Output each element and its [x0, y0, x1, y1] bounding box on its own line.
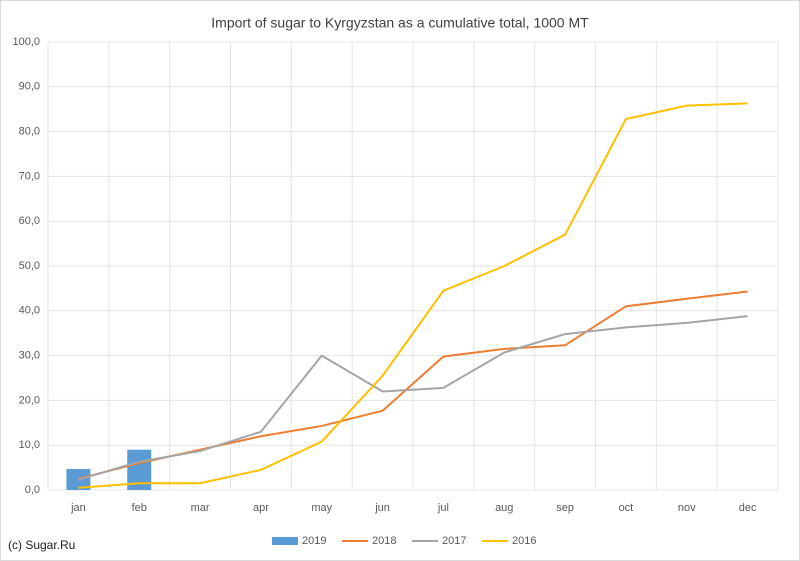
y-tick-label: 10,0: [19, 439, 40, 451]
y-tick-label: 20,0: [19, 394, 40, 406]
x-tick-label: feb: [132, 502, 147, 514]
y-tick-label: 30,0: [19, 350, 40, 362]
line: [78, 315, 748, 481]
x-tick-label: may: [311, 502, 332, 514]
x-tick-label: jun: [374, 502, 390, 514]
y-tick-label: 100,0: [12, 36, 40, 48]
legend-label: 2018: [372, 535, 396, 547]
source: (c) Sugar.Ru: [8, 538, 75, 552]
y-tick-label: 80,0: [19, 126, 40, 138]
chart-title: Import of sugar to Kyrgyzstan as a cumul…: [211, 15, 589, 31]
x-tick-label: jul: [437, 502, 449, 514]
line: [78, 102, 748, 489]
x-tick-label: jan: [70, 502, 86, 514]
y-tick-label: 90,0: [19, 81, 40, 93]
y-tick-label: 50,0: [19, 260, 40, 272]
x-tick-label: apr: [253, 502, 269, 514]
x-tick-label: aug: [495, 502, 513, 514]
x-tick-label: nov: [678, 502, 696, 514]
y-tick-label: 70,0: [19, 170, 40, 182]
legend-label: 2017: [442, 535, 466, 547]
x-tick-label: dec: [739, 502, 757, 514]
legend-label: 2019: [302, 535, 326, 547]
legend-swatch: [272, 537, 298, 545]
y-tick-label: 0,0: [25, 484, 40, 496]
y-tick-label: 40,0: [19, 305, 40, 317]
x-tick-label: oct: [619, 502, 634, 514]
x-tick-label: sep: [556, 502, 574, 514]
y-tick-label: 60,0: [19, 215, 40, 227]
x-tick-label: mar: [191, 502, 210, 514]
legend-label: 2016: [512, 535, 536, 547]
